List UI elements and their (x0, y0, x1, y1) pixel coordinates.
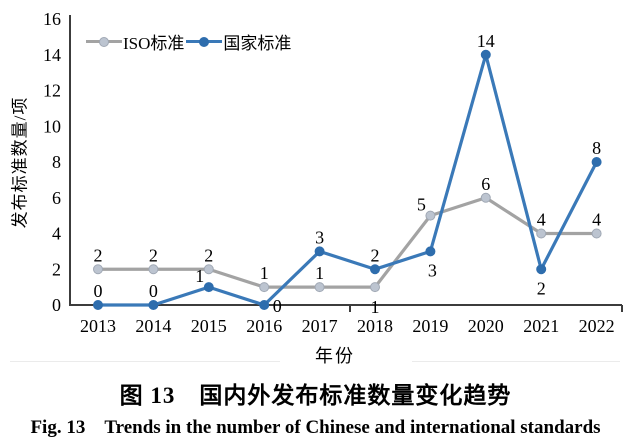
data-point (259, 282, 270, 293)
series-line-0 (98, 196, 597, 289)
x-tick-label: 2021 (523, 316, 559, 336)
y-tick-label: 0 (52, 295, 61, 315)
data-point (480, 192, 491, 203)
data-point (93, 264, 103, 275)
x-tick-label: 2017 (302, 316, 338, 336)
data-label: 4 (592, 210, 601, 230)
data-point (425, 246, 436, 257)
y-tick-label: 8 (52, 152, 61, 172)
x-tick-label: 2014 (135, 316, 171, 336)
data-point (591, 228, 602, 239)
y-tick-label: 16 (43, 9, 61, 29)
data-label: 1 (195, 266, 204, 286)
data-point (314, 282, 325, 293)
iso-line-marker-icon (86, 36, 122, 47)
x-tick-label: 2020 (468, 316, 504, 336)
data-label: 0 (149, 281, 158, 301)
data-point (536, 264, 547, 275)
y-tick-label: 12 (43, 81, 61, 101)
data-point (148, 300, 159, 310)
legend-item-national: 国家标准 (186, 29, 291, 54)
data-label: 5 (417, 195, 426, 215)
data-point (93, 300, 103, 310)
x-tick-label: 2013 (80, 316, 116, 336)
data-point (370, 264, 380, 275)
data-label: 2 (94, 245, 103, 265)
data-label: 4 (537, 210, 546, 230)
data-label: 2 (204, 245, 213, 265)
data-label: 3 (315, 227, 324, 247)
caption-chinese: 图 13 国内外发布标准数量变化趋势 (119, 383, 512, 408)
data-label: 2 (537, 278, 546, 298)
y-tick-label: 2 (52, 259, 61, 279)
y-tick-label: 10 (43, 116, 61, 136)
series-line-1 (98, 53, 599, 307)
x-tick-label: 2022 (579, 316, 615, 336)
legend-label-iso: ISO标准 (123, 34, 185, 53)
national-line-marker-icon (186, 36, 223, 47)
data-label: 8 (592, 138, 601, 158)
data-label: 2 (149, 245, 158, 265)
data-point (591, 157, 602, 167)
data-point (203, 264, 214, 275)
data-label: 0 (94, 281, 103, 301)
data-point (536, 228, 547, 239)
y-tick-label: 4 (52, 224, 61, 244)
x-tick-label: 2019 (412, 316, 448, 336)
data-point (148, 264, 159, 275)
y-axis-title: 发布标准数量/项 (10, 96, 30, 229)
data-label: 14 (477, 31, 495, 51)
data-label: 2 (371, 245, 380, 265)
data-label: 0 (273, 296, 282, 316)
data-label: 1 (315, 263, 324, 283)
axes (69, 15, 622, 306)
divider-right (412, 361, 620, 362)
y-tick-label: 14 (43, 45, 61, 65)
data-label: 1 (371, 297, 380, 317)
data-point (203, 282, 214, 293)
chart-legend: ISO标准 国家标准 (86, 29, 291, 54)
x-tick-label: 2018 (357, 316, 393, 336)
legend-label-national: 国家标准 (223, 34, 292, 53)
caption-english: Fig. 13 Trends in the number of Chinese … (30, 417, 601, 438)
x-tick-label: 2015 (191, 316, 227, 336)
data-point (425, 210, 436, 221)
data-label: 3 (428, 260, 437, 280)
data-point (480, 49, 491, 60)
data-point (370, 282, 380, 293)
data-label: 1 (260, 263, 269, 283)
data-point (314, 246, 325, 257)
divider-left (10, 361, 280, 362)
data-point (259, 300, 270, 310)
x-axis-title: 年份 (315, 346, 355, 366)
x-tick-label: 2016 (246, 316, 282, 336)
data-label: 6 (481, 174, 490, 194)
y-tick-label: 6 (52, 188, 61, 208)
legend-item-iso: ISO标准 (86, 29, 184, 54)
